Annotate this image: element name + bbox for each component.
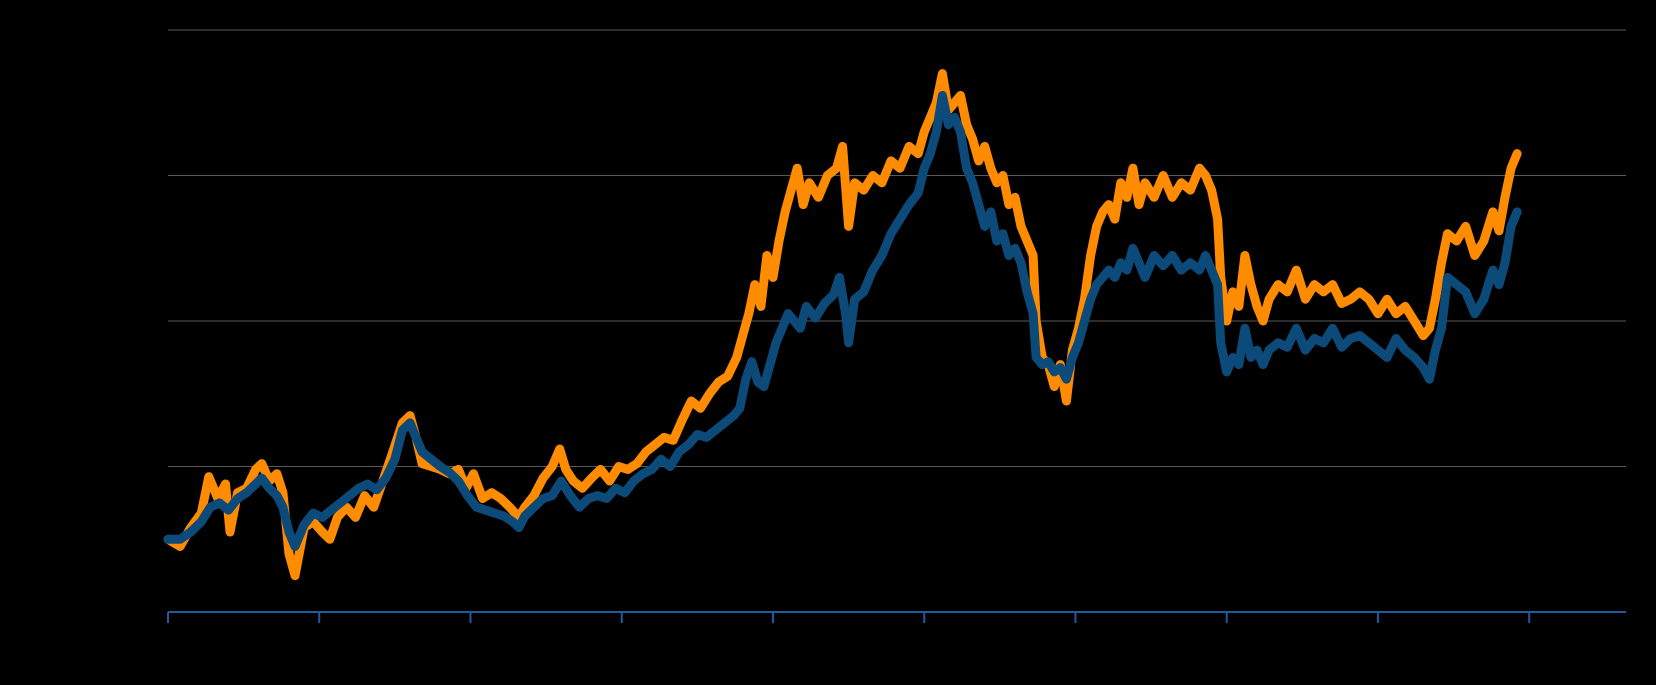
series-lines <box>163 69 1522 581</box>
gridlines <box>168 29 1626 467</box>
series-line-2 <box>163 91 1522 551</box>
x-axis <box>167 611 1626 623</box>
